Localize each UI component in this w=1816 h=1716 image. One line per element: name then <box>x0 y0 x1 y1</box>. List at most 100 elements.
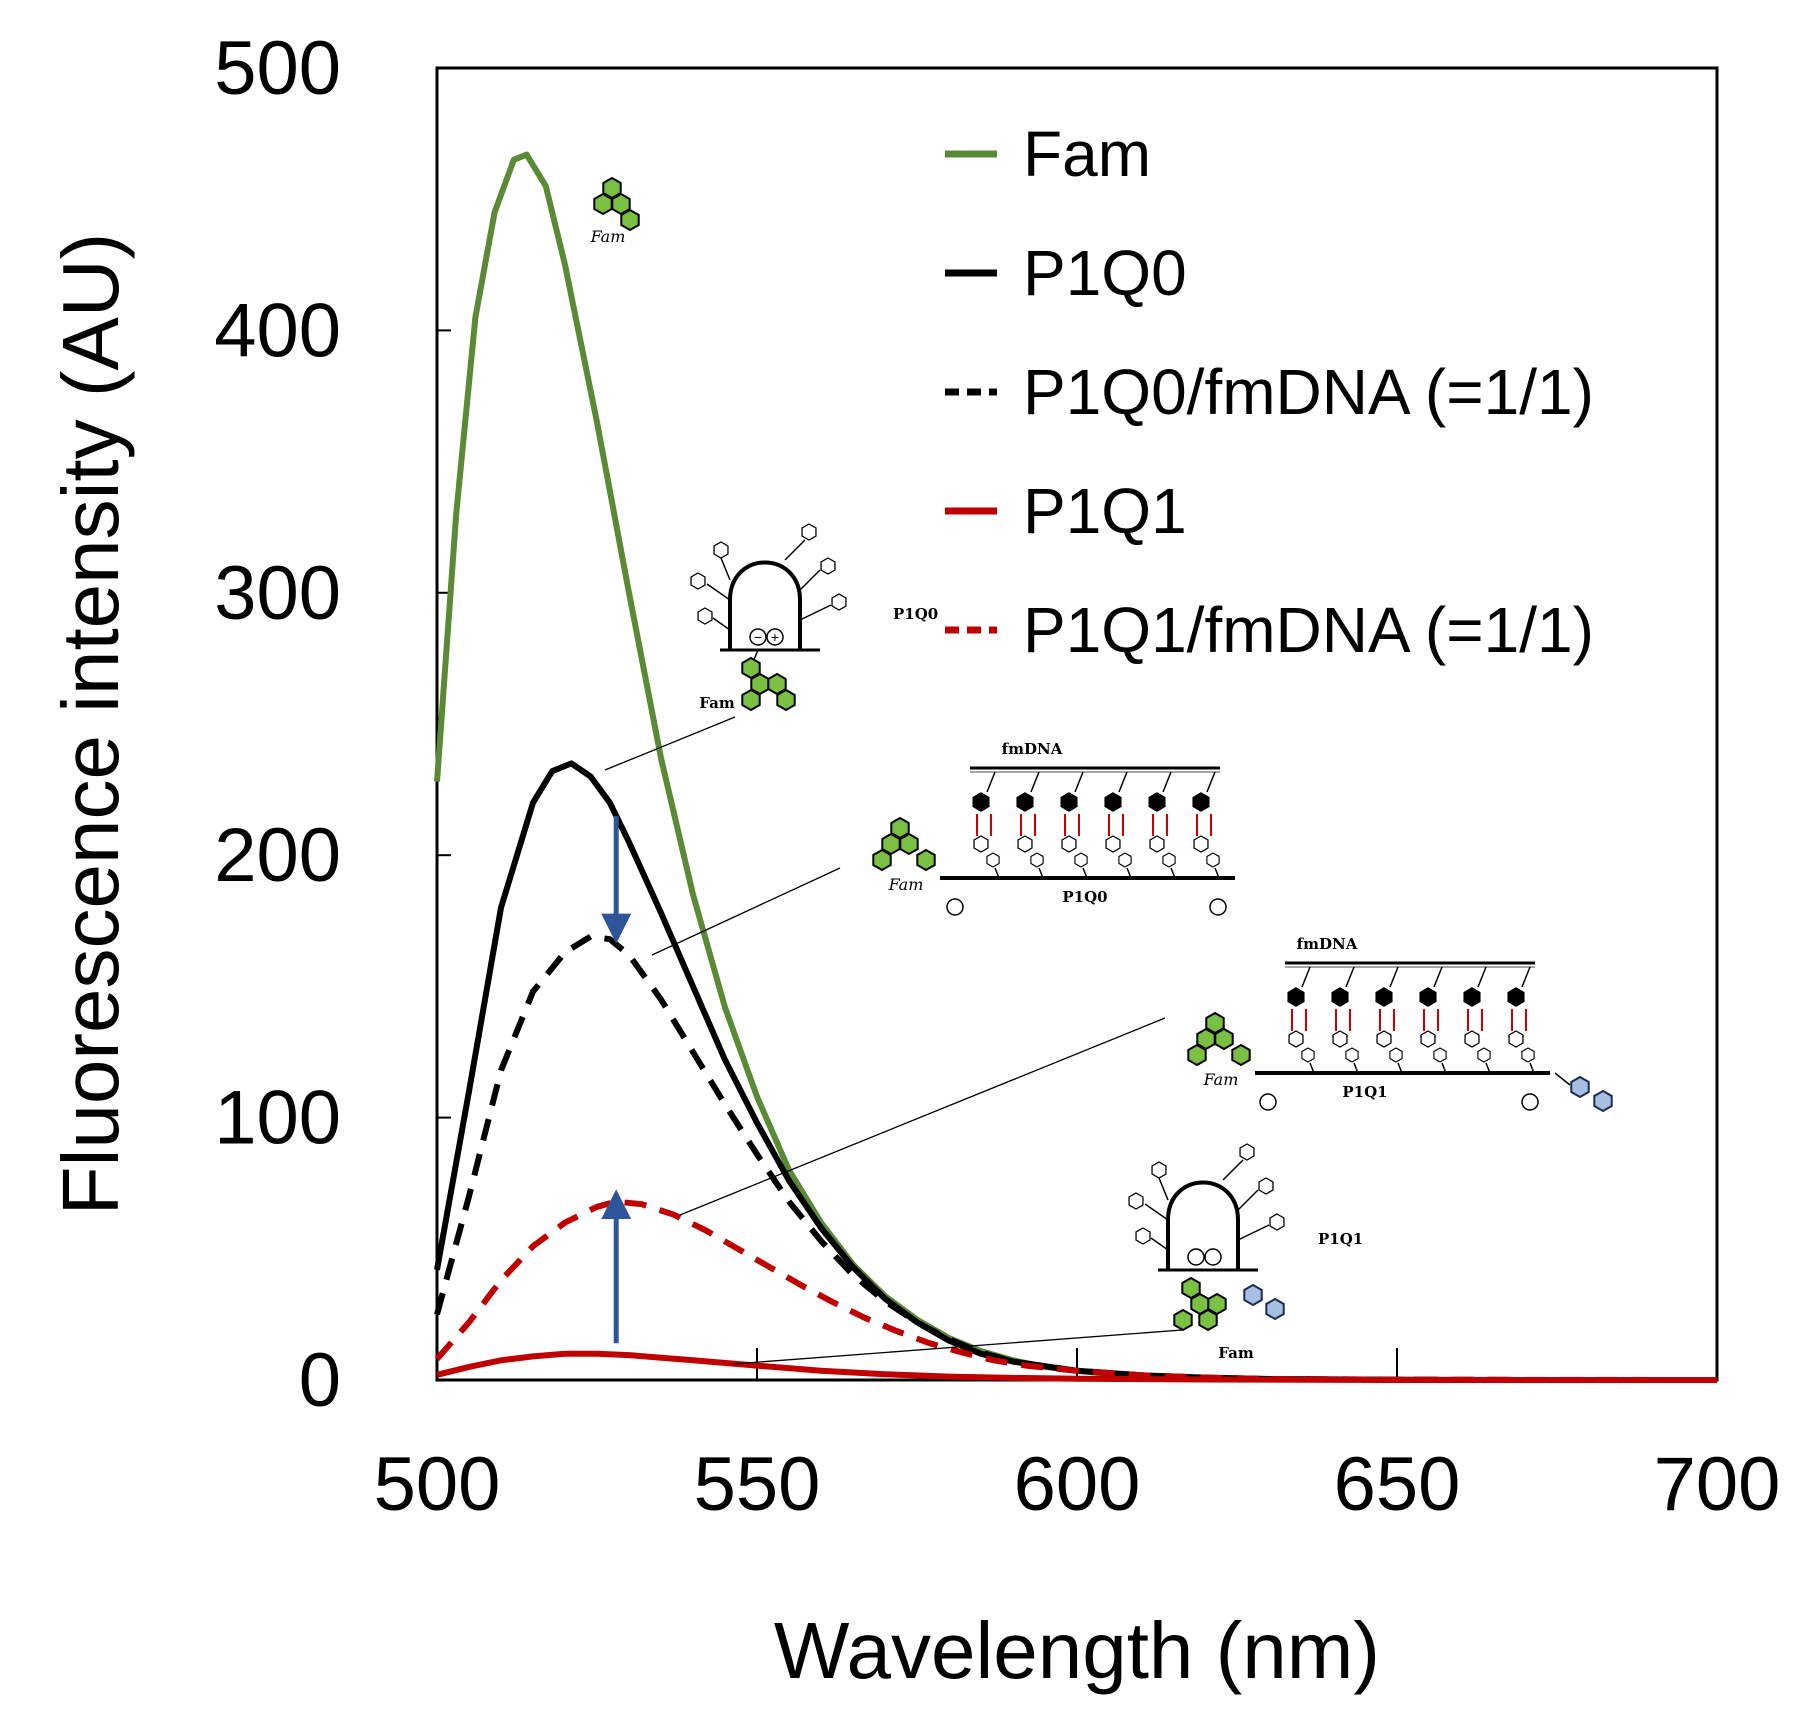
callout-line-p1q1 <box>732 1329 1183 1365</box>
y-tick-label: 100 <box>214 1076 341 1161</box>
p1q1-label: P1Q1 <box>1342 1083 1387 1101</box>
plus-charge-icon <box>766 628 784 646</box>
base-pairs <box>1287 966 1535 1074</box>
fm-base-icon <box>1016 792 1034 812</box>
callout-lines <box>604 716 1183 1365</box>
legend-label: P1Q0 <box>1023 237 1187 309</box>
series-line-p1q1-fmdna-1-1 <box>434 1198 1718 1383</box>
base-ring-icon <box>1017 835 1033 853</box>
plus-sign: + <box>771 629 779 645</box>
fam-hexagon-icon <box>1187 1044 1207 1066</box>
fam-label: Fam <box>590 227 626 246</box>
base-ring-icon <box>831 593 847 611</box>
x-tick-label: 700 <box>1654 1442 1781 1527</box>
fam-hexagon-icon <box>1198 1309 1218 1331</box>
fam-label: Fam <box>1218 1344 1254 1362</box>
callout-line-p1q0 <box>604 716 736 771</box>
base-ring-icon <box>690 572 706 590</box>
base-ring-icon <box>1345 1047 1359 1063</box>
base-ring-icon <box>986 852 1000 868</box>
fm-base-icon <box>972 792 990 812</box>
plus-charge-icon <box>1204 1248 1222 1266</box>
fm-base-icon <box>1463 987 1481 1007</box>
fam-hexagon-icon <box>1231 1044 1251 1066</box>
legend-label: P1Q1/fmDNA (=1/1) <box>1023 594 1594 666</box>
base-ring-icon <box>973 835 989 853</box>
base-ring-icon <box>1074 852 1088 868</box>
fam-hexagon-icon <box>776 689 796 711</box>
p1q0-label: P1Q0 <box>893 605 938 623</box>
base-ring-icon <box>1206 852 1220 868</box>
x-tick-label: 550 <box>694 1442 821 1527</box>
top-linker <box>1433 966 1443 988</box>
p1q1-fmdna-duplex-diagram: fmDNA P1Q1 Fam <box>1187 935 1613 1112</box>
quencher-hexagon-icon <box>1243 1284 1263 1306</box>
legend-label: P1Q0/fmDNA (=1/1) <box>1023 356 1594 428</box>
p1q0-label: P1Q0 <box>1062 888 1107 906</box>
base-ring-icon <box>1061 835 1077 853</box>
fam-hexagon-icon <box>916 849 936 871</box>
bottom-linker <box>1485 1062 1491 1074</box>
top-linker <box>1345 966 1355 988</box>
x-tick-label: 650 <box>1334 1442 1461 1527</box>
base-ring-icon <box>713 541 729 559</box>
bottom-linker <box>1441 1062 1447 1074</box>
fam-label: Fam <box>699 694 735 712</box>
minus-charge-icon <box>946 898 964 916</box>
bottom-linker <box>1309 1062 1315 1074</box>
base-ring-icon <box>801 523 817 541</box>
base-ring-icon <box>1521 1047 1535 1063</box>
top-linker <box>1301 966 1311 988</box>
minus-charge-icon <box>1259 1093 1277 1111</box>
plus-charge-icon <box>1209 898 1227 916</box>
fam-molecule-diagram: Fam <box>590 177 640 246</box>
base-ring-icon <box>1332 1030 1348 1048</box>
nucleobase-branches <box>690 523 847 631</box>
base-ring-icon <box>1193 835 1209 853</box>
fmdna-label: fmDNA <box>1297 935 1358 953</box>
fm-base-icon <box>1375 987 1393 1007</box>
bottom-linker <box>994 867 1000 879</box>
hairpin-loop <box>1166 1180 1240 1270</box>
quencher-hexagon-icon <box>1265 1298 1285 1320</box>
bottom-linker <box>1529 1062 1535 1074</box>
top-linker <box>1118 771 1128 793</box>
series-line-p1q1 <box>436 1350 1717 1383</box>
bottom-linker <box>1170 867 1176 879</box>
minus-sign: − <box>754 629 762 645</box>
base-ring-icon <box>1258 1177 1274 1195</box>
fm-base-icon <box>1060 792 1078 812</box>
nucleobase-branches <box>1128 1143 1285 1251</box>
base-ring-icon <box>1433 1047 1447 1063</box>
base-ring-icon <box>1376 1030 1392 1048</box>
top-linker <box>1521 966 1531 988</box>
base-ring-icon <box>1135 1227 1151 1245</box>
base-ring-icon <box>1162 852 1176 868</box>
fam-label: Fam <box>888 875 924 894</box>
x-tick-label: 600 <box>1014 1442 1141 1527</box>
top-linker <box>1162 771 1172 793</box>
y-tick-label: 200 <box>214 813 341 898</box>
base-ring-icon <box>697 607 713 625</box>
base-ring-icon <box>1301 1047 1315 1063</box>
top-linker <box>1030 771 1040 793</box>
minus-charge-icon <box>749 628 767 646</box>
top-linker <box>1389 966 1399 988</box>
base-ring-icon <box>1149 835 1165 853</box>
y-axis-title: Fluorescence intensity (AU) <box>46 233 135 1216</box>
fam-hexagon-icon <box>741 689 761 711</box>
quencher-hexagon-icon <box>1570 1076 1590 1098</box>
base-ring-icon <box>1151 1161 1167 1179</box>
bottom-linker <box>1397 1062 1403 1074</box>
base-ring-icon <box>1477 1047 1491 1063</box>
fm-base-icon <box>1507 987 1525 1007</box>
top-linker <box>1206 771 1216 793</box>
top-linker <box>986 771 996 793</box>
x-tick-label: 500 <box>374 1442 501 1527</box>
bottom-linker <box>1214 867 1220 879</box>
x-axis-title: Wavelength (nm) <box>774 1606 1380 1695</box>
base-ring-icon <box>1464 1030 1480 1048</box>
y-tick-label: 0 <box>299 1338 341 1423</box>
top-linker <box>1074 771 1084 793</box>
